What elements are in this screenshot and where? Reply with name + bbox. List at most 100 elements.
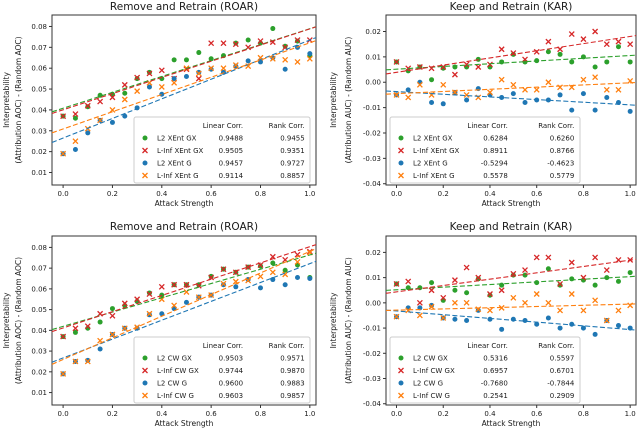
trend-line-l-inf-xent-gx	[52, 26, 316, 114]
legend-rank-corr: 0.8766	[550, 147, 575, 155]
plot-frame	[51, 235, 317, 406]
data-point	[416, 81, 423, 88]
y-axis-ticks: 0.01 0.02 0.03 0.04 0.05 0.06 0.07 0.08	[31, 244, 52, 397]
x-tick-label: 0.6	[206, 190, 218, 198]
y-tick-label: 0.08	[31, 23, 47, 31]
legend: Linear Corr. Rank Corr. L2 CW GX 0.9503 0.95…	[133, 336, 311, 404]
subplot-roar-xent: Remove and Retrain (ROAR) 0.0 0.2 0.4 0.6 0.8…	[0, 0, 320, 215]
data-point	[245, 63, 252, 70]
subplot-svg-roar-cw: Remove and Retrain (ROAR) 0.0 0.2 0.4 0.6 0.8…	[2, 221, 317, 428]
legend-label: L2 XEnt G	[413, 160, 448, 168]
data-point	[282, 66, 288, 72]
data-point	[159, 91, 165, 97]
data-point	[452, 316, 458, 322]
data-point	[592, 107, 598, 113]
data-point	[109, 306, 115, 312]
y-tick-label: -0.02	[363, 350, 381, 358]
data-point	[195, 294, 202, 301]
data-point	[545, 38, 552, 45]
data-point	[245, 264, 252, 271]
legend: Linear Corr. Rank Corr. L2 XEnt GX 0.6284 0.…	[389, 116, 581, 184]
data-point	[592, 254, 599, 261]
series-points-l2-xent-g	[394, 79, 633, 114]
x-tick-label: 0.0	[391, 190, 402, 198]
legend-box	[389, 116, 581, 184]
data-point	[158, 283, 165, 290]
x-axis-ticks: 0.0 0.2 0.4 0.6 0.8 1.0	[391, 405, 636, 418]
x-tick-label: 0.0	[58, 190, 69, 198]
x-tick-label: 0.8	[578, 190, 589, 198]
legend-rank-corr: 0.6701	[550, 367, 575, 375]
data-point	[510, 81, 517, 88]
data-point	[85, 130, 91, 136]
subplot-svg-roar-xent: Remove and Retrain (ROAR) 0.0 0.2 0.4 0.6 0.8…	[2, 1, 317, 208]
data-point	[592, 331, 598, 337]
subplot-svg-kar-xent: Keep and Retrain (KAR) 0.0 0.2 0.4 0.6 0.8 1.0…	[329, 1, 637, 208]
data-point	[220, 65, 227, 72]
data-point	[499, 326, 505, 332]
data-point	[534, 321, 540, 327]
y-tick-label: 0.00	[365, 79, 381, 87]
y-tick-label: 0.01	[365, 274, 381, 282]
y-tick-label: -0.04	[363, 400, 382, 408]
data-point	[109, 106, 116, 113]
x-tick-label: 0.4	[156, 190, 168, 198]
data-point	[580, 76, 587, 83]
x-axis-ticks: 0.0 0.2 0.4 0.6 0.8 1.0	[58, 185, 315, 198]
data-point	[60, 333, 67, 340]
data-point	[487, 307, 493, 314]
legend-label: L2 XEnt G	[157, 160, 192, 168]
legend-rank-corr: 0.8857	[280, 172, 305, 180]
legend-linear-corr: -0.5294	[481, 160, 509, 168]
y-tick-label: 0.02	[365, 28, 381, 36]
data-point	[393, 280, 400, 287]
x-tick-label: 0.0	[391, 410, 402, 418]
data-point	[245, 277, 252, 284]
legend-label: L-Inf CW G	[413, 392, 450, 400]
data-point	[440, 315, 447, 321]
y-axis-ticks: -0.04 -0.03 -0.02 -0.01 0.00 0.01 0.02	[363, 249, 386, 408]
legend-rank-corr: 0.9870	[280, 367, 305, 375]
data-point	[245, 37, 251, 43]
data-point	[451, 277, 458, 284]
data-point	[464, 318, 470, 323]
data-point	[580, 325, 586, 331]
data-point	[196, 282, 202, 288]
data-point	[627, 41, 634, 48]
data-point	[533, 48, 540, 55]
data-point	[159, 311, 165, 317]
y-tick-label: 0.07	[31, 44, 47, 52]
data-point	[487, 291, 493, 297]
legend-header-linear: Linear Corr.	[203, 122, 243, 130]
data-point	[158, 67, 165, 74]
data-point	[220, 266, 227, 273]
x-tick-label: 0.4	[484, 190, 496, 198]
y-axis-label-outer: Interpretability	[329, 292, 338, 348]
y-tick-label: 0.02	[365, 249, 381, 257]
series-points-l2-xent-gx	[60, 26, 313, 121]
data-point	[121, 96, 128, 103]
y-tick-label: 0.03	[31, 127, 47, 135]
data-point	[429, 280, 435, 286]
legend-header-rank: Rank Corr.	[538, 342, 574, 350]
data-point	[604, 59, 610, 65]
y-axis-ticks: -0.04 -0.03 -0.02 -0.01 0.00 0.01 0.02	[363, 28, 386, 188]
y-tick-label: -0.02	[363, 129, 381, 137]
legend-marker-x	[142, 392, 148, 399]
y-tick-label: 0.01	[31, 169, 47, 177]
data-point	[429, 100, 435, 106]
data-point	[592, 28, 599, 35]
legend-linear-corr: 0.9114	[219, 172, 244, 180]
y-tick-label: 0.05	[31, 306, 47, 314]
legend-marker-x	[398, 172, 404, 179]
legend-label: L-Inf CW GX	[413, 367, 455, 375]
data-point	[307, 51, 313, 57]
series-points-l2-xent-gx	[394, 44, 633, 83]
data-point	[475, 64, 482, 70]
y-tick-label: 0.04	[31, 327, 47, 335]
plot-title: Remove and Retrain (ROAR)	[110, 1, 258, 13]
data-point	[208, 66, 214, 72]
data-point	[557, 307, 564, 314]
data-point	[72, 329, 78, 335]
plot-title: Keep and Retrain (KAR)	[450, 221, 573, 233]
